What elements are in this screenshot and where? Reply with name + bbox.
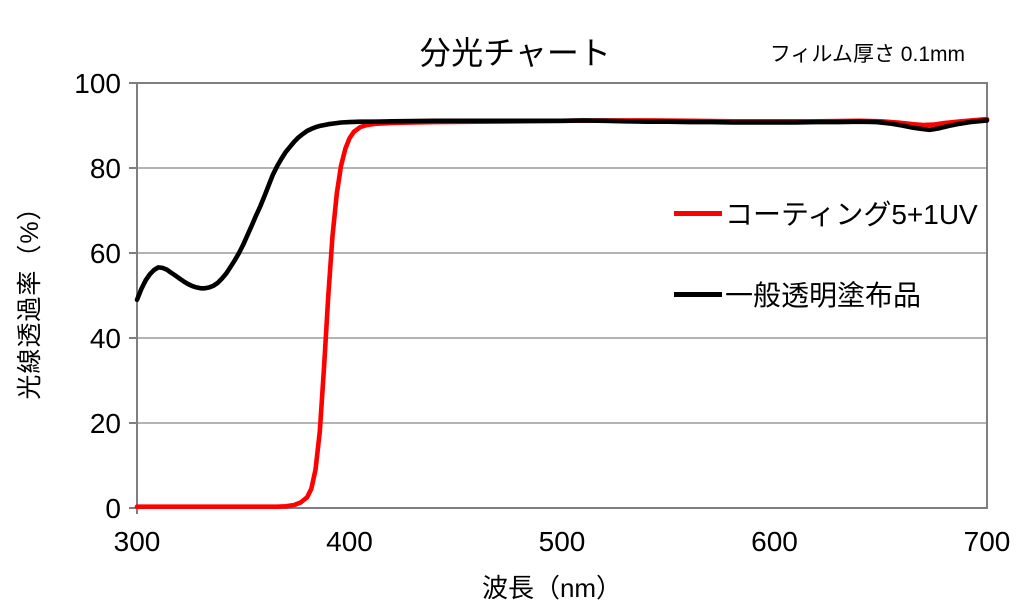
series-line-1 — [134, 118, 990, 303]
x-tick-label-300: 300 — [114, 526, 161, 557]
legend-label-general-transparent: 一般透明塗布品 — [725, 280, 922, 311]
x-tick-label-600: 600 — [751, 526, 798, 557]
y-tick-label-60: 60 — [90, 238, 121, 269]
x-tick-label-400: 400 — [326, 526, 373, 557]
chart-title: 分光チャート — [419, 35, 611, 71]
y-tick-label-0: 0 — [105, 493, 121, 524]
legend-line-black — [674, 291, 722, 297]
legend-item-coating-5plus1uv: コーティング5+1UV — [674, 193, 978, 233]
x-axis-title: 波長（nm） — [481, 573, 623, 603]
legend-label-coating-5plus1uv: コーティング5+1UV — [725, 199, 978, 230]
y-tick-label-40: 40 — [90, 323, 121, 354]
legend-line-red — [674, 210, 722, 216]
y-tick-label-100: 100 — [74, 68, 121, 99]
x-tick-label-700: 700 — [964, 526, 1011, 557]
y-tick-label-20: 20 — [90, 408, 121, 439]
film-thickness-annotation: フィルム厚さ 0.1mm — [769, 43, 965, 66]
legend-item-general-transparent: 一般透明塗布品 — [674, 274, 921, 314]
y-tick-label-80: 80 — [90, 153, 121, 184]
y-axis-title: 光線透過率（%） — [16, 194, 44, 400]
x-tick-label-500: 500 — [539, 526, 586, 557]
